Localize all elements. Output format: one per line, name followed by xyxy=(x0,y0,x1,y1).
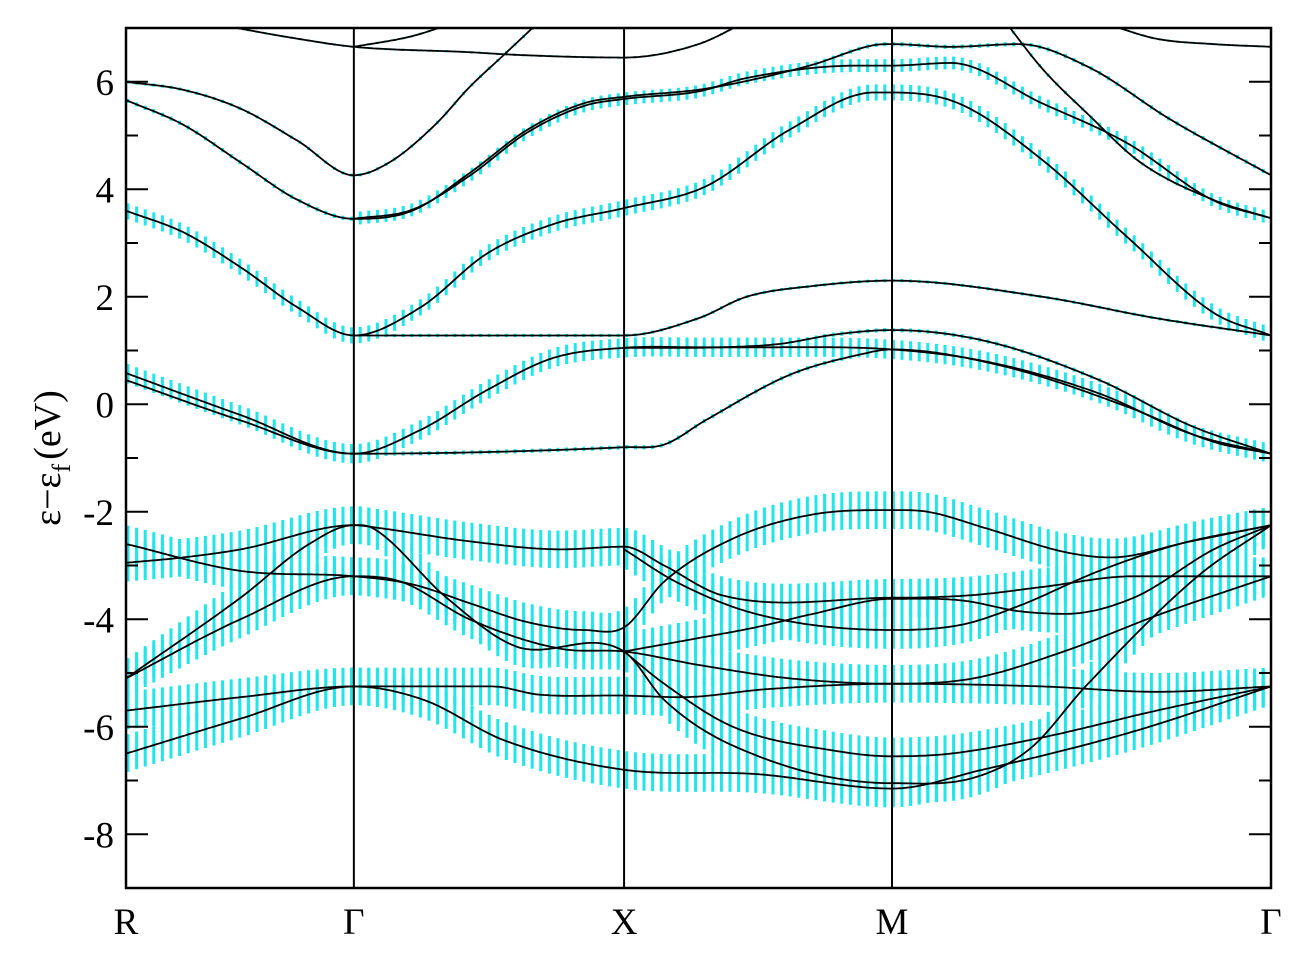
fat-band-15 xyxy=(358,56,1265,225)
band-line-1 xyxy=(126,682,1271,712)
band-line-12 xyxy=(353,279,1271,337)
band-line-9 xyxy=(126,348,1271,455)
fat-band-weights xyxy=(126,28,1265,808)
band-line-6 xyxy=(623,524,1271,631)
band-line-19 xyxy=(1009,28,1271,219)
band-line-0 xyxy=(126,685,1271,790)
x-tick-label: Γ xyxy=(1260,902,1281,943)
fat-band-13 xyxy=(126,84,1265,344)
band-line-3 xyxy=(126,575,1271,685)
band-line-16 xyxy=(126,28,534,177)
y-tick-label: 6 xyxy=(96,63,115,104)
band-lines xyxy=(126,28,1271,790)
high-symmetry-lines xyxy=(352,28,894,888)
y-tick-label: 2 xyxy=(96,278,115,319)
band-line-20 xyxy=(1116,28,1271,48)
band-line-5 xyxy=(126,524,1270,604)
x-tick-label: Γ xyxy=(343,902,364,943)
x-tick-label: X xyxy=(611,902,638,943)
fat-band-20 xyxy=(1115,28,1265,48)
band-line-15 xyxy=(353,61,1271,220)
band-line-14 xyxy=(126,43,1271,220)
band-line-11 xyxy=(624,329,1271,455)
y-tick-label: -6 xyxy=(83,708,114,749)
y-tick-label: -2 xyxy=(83,493,114,534)
y-axis-label-unit: (eV) xyxy=(27,390,69,460)
band-line-8 xyxy=(623,650,1271,758)
y-tick-label: 4 xyxy=(96,170,115,211)
y-axis-label-subscript: f xyxy=(47,463,76,472)
band-line-4 xyxy=(126,509,1271,633)
band-line-2 xyxy=(126,524,1271,785)
y-tick-label: -8 xyxy=(83,815,114,856)
x-tick-label: M xyxy=(876,902,909,943)
fat-band-12 xyxy=(358,279,1265,338)
band-line-13 xyxy=(126,91,1271,337)
y-axis-ticks: -8 -6 -4 -2 0 2 4 6 xyxy=(83,27,1271,889)
fat-band-16 xyxy=(126,28,534,177)
y-tick-label: 0 xyxy=(96,385,115,426)
fat-band-10 xyxy=(126,337,1265,464)
x-tick-label: R xyxy=(114,902,139,943)
band-line-17 xyxy=(232,28,736,59)
y-axis-label: ε−εf (eV) xyxy=(27,390,76,526)
y-axis-label-main: ε−ε xyxy=(27,472,69,525)
band-line-7 xyxy=(623,524,1271,653)
band-line-18 xyxy=(353,28,442,48)
y-tick-label: -4 xyxy=(83,600,114,641)
fat-band-19 xyxy=(1012,31,1265,218)
